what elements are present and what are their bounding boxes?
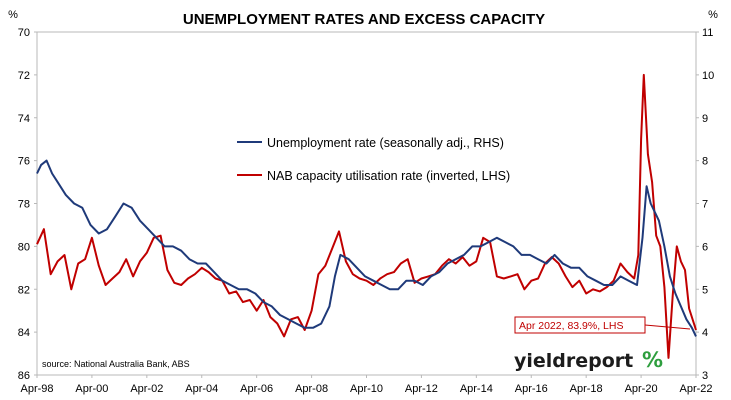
series-lines	[36, 73, 697, 359]
x-tick-label: Apr-20	[625, 383, 658, 395]
left-tick-label: 76	[18, 156, 30, 168]
annotation: Apr 2022, 83.9%, LHS	[514, 316, 691, 334]
legend-label-capacity: NAB capacity utilisation rate (inverted,…	[267, 169, 510, 183]
source-note: source: National Australia Bank, ABS	[42, 359, 190, 369]
annotation-label: Apr 2022, 83.9%, LHS	[519, 320, 623, 332]
left-tick-label: 80	[18, 241, 30, 253]
left-tick-label: 72	[18, 70, 30, 82]
legend: Unemployment rate (seasonally adj., RHS)…	[237, 136, 510, 183]
left-axis: 70 72 74 76 78 80 82 84 86	[18, 27, 37, 382]
left-axis-unit: %	[8, 9, 18, 21]
right-tick-label: 3	[702, 370, 708, 382]
right-axis: 3 4 5 6 7 8 9 10 11	[696, 27, 714, 382]
x-tick-label: Apr-22	[679, 383, 712, 395]
legend-label-unemployment: Unemployment rate (seasonally adj., RHS)	[267, 136, 504, 150]
right-tick-label: 10	[702, 70, 714, 82]
logo-wordmark: yieldreport	[514, 350, 633, 372]
right-axis-unit: %	[708, 9, 718, 21]
right-tick-label: 6	[702, 241, 708, 253]
series-line-unemployment	[36, 159, 697, 337]
right-tick-label: 7	[702, 199, 708, 211]
annotation-leader	[644, 324, 691, 330]
right-tick-label: 11	[702, 27, 713, 39]
left-tick-label: 86	[18, 370, 30, 382]
right-tick-label: 4	[702, 327, 708, 339]
chart-title: UNEMPLOYMENT RATES AND EXCESS CAPACITY	[183, 11, 545, 28]
x-tick-label: Apr-18	[570, 383, 603, 395]
right-tick-label: 8	[702, 156, 708, 168]
left-tick-label: 82	[18, 284, 30, 296]
x-tick-label: Apr-98	[20, 383, 53, 395]
left-tick-label: 78	[18, 199, 30, 211]
x-tick-label: Apr-12	[405, 383, 438, 395]
right-tick-label: 9	[702, 113, 708, 125]
logo-percent-icon: %	[642, 348, 663, 372]
x-tick-label: Apr-16	[515, 383, 548, 395]
left-tick-label: 70	[18, 27, 30, 39]
series-line-capacity	[36, 73, 697, 359]
x-axis: Apr-98 Apr-00 Apr-02 Apr-04 Apr-06 Apr-08 Apr-…	[20, 375, 713, 395]
x-tick-label: Apr-00	[75, 383, 108, 395]
x-tick-label: Apr-06	[240, 383, 273, 395]
yieldreport-logo: yieldreport %	[514, 348, 663, 372]
left-tick-label: 84	[18, 327, 30, 339]
x-tick-label: Apr-04	[185, 383, 218, 395]
x-tick-label: Apr-08	[295, 383, 328, 395]
x-tick-label: Apr-10	[350, 383, 383, 395]
left-tick-label: 74	[18, 113, 30, 125]
x-tick-label: Apr-14	[460, 383, 493, 395]
x-tick-label: Apr-02	[130, 383, 163, 395]
right-tick-label: 5	[702, 284, 708, 296]
